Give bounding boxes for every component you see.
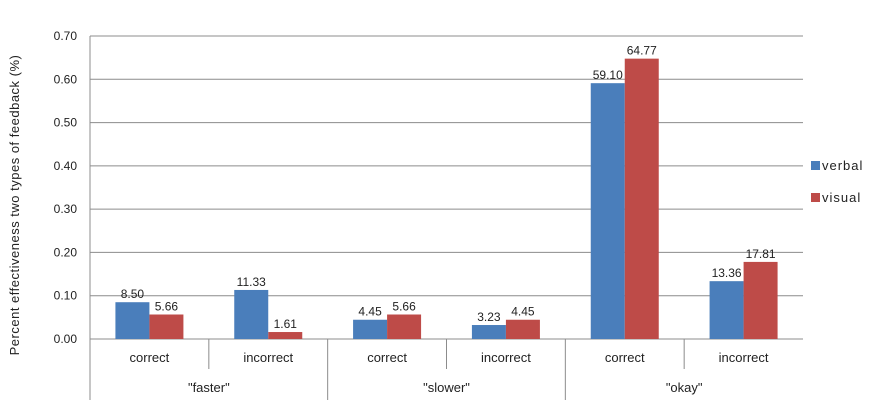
y-tick-label: 0.20 <box>54 245 78 259</box>
bar-verbal <box>709 281 744 339</box>
bars <box>115 58 778 339</box>
bar-verbal <box>234 289 269 339</box>
data-label-visual: 5.66 <box>155 300 179 314</box>
data-label-visual: 1.61 <box>274 317 298 331</box>
legend-swatch-visual <box>811 193 820 202</box>
bar-visual <box>743 261 778 339</box>
x-category-label: correct <box>605 350 645 365</box>
y-axis-ticks: 0.00 0.10 0.20 0.30 0.40 0.50 0.60 0.70 <box>54 29 803 400</box>
data-label-visual: 5.66 <box>392 300 416 314</box>
y-tick-label: 0.40 <box>54 159 78 173</box>
bar-verbal <box>590 83 625 339</box>
legend-label-visual: visual <box>822 190 861 205</box>
data-label-visual: 4.45 <box>511 305 535 319</box>
legend-label-verbal: verbal <box>822 158 863 173</box>
x-category-label: incorrect <box>243 350 293 365</box>
gridlines <box>90 35 803 297</box>
y-tick-label: 0.70 <box>54 29 78 43</box>
bar-verbal <box>353 319 388 339</box>
y-tick-label: 0.10 <box>54 289 78 303</box>
y-tick-label: 0.60 <box>54 72 78 86</box>
data-labels: 8.50 11.33 4.45 3.23 59.10 13.36 5.66 1.61 5.66 4… <box>121 44 776 331</box>
x-category-label: correct <box>367 350 407 365</box>
legend-swatch-verbal <box>811 161 820 170</box>
y-axis-title: Percent effectiveness two types of feedb… <box>7 55 22 356</box>
y-tick-label: 0.50 <box>54 116 78 130</box>
bar-visual <box>624 58 659 339</box>
bar-visual <box>505 319 540 339</box>
data-label-verbal: 13.36 <box>712 266 742 280</box>
data-label-visual: 64.77 <box>627 44 657 58</box>
x-group-label: "slower" <box>423 380 470 395</box>
bar-visual <box>268 332 303 339</box>
data-label-visual: 17.81 <box>746 247 776 261</box>
legend: verbal visual <box>811 158 863 205</box>
x-axis: correct incorrect correct incorrect correct i… <box>130 339 769 400</box>
x-group-label: "faster" <box>188 380 230 395</box>
bar-verbal <box>471 325 506 339</box>
data-label-verbal: 4.45 <box>358 305 382 319</box>
data-label-verbal: 8.50 <box>121 287 145 301</box>
data-label-verbal: 11.33 <box>237 275 266 289</box>
y-tick-label: 0.00 <box>54 332 78 346</box>
bar-visual <box>149 314 184 339</box>
bar-verbal <box>115 302 150 339</box>
bar-visual <box>387 314 422 339</box>
y-tick-label: 0.30 <box>54 202 78 216</box>
x-category-label: incorrect <box>481 350 531 365</box>
x-group-label: "okay" <box>666 380 703 395</box>
x-category-label: incorrect <box>719 350 769 365</box>
data-label-verbal: 3.23 <box>477 310 501 324</box>
x-category-label: correct <box>130 350 170 365</box>
data-label-verbal: 59.10 <box>593 68 623 82</box>
